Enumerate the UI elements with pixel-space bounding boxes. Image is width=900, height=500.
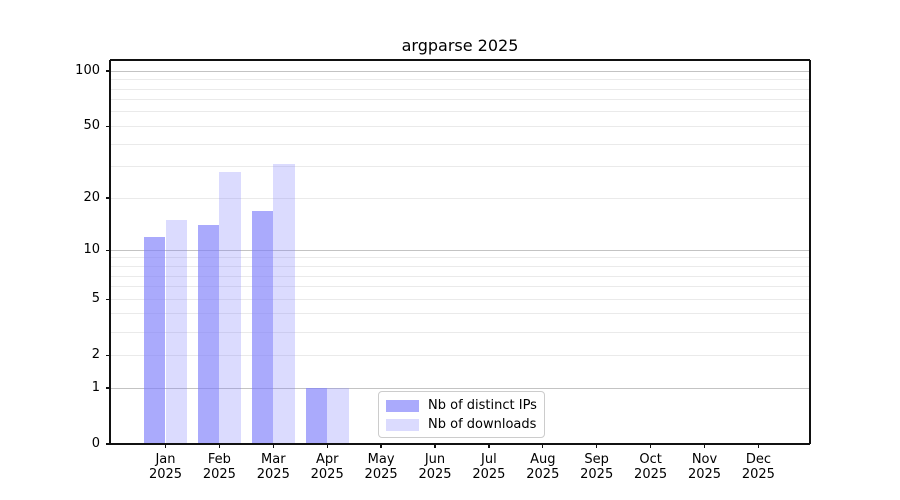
gridline-minor [110,257,810,259]
x-tick [218,444,221,448]
x-tick [703,444,706,448]
x-tick [434,444,436,448]
gridline-minor [110,99,810,101]
gridline-minor [110,286,810,288]
x-tick-label: Apr 2025 [310,452,344,482]
y-tick [106,298,110,300]
y-tick-label: 50 [83,118,100,134]
x-tick-label: Feb 2025 [202,452,236,482]
x-tick [326,444,328,448]
plot-area [110,60,810,444]
x-tick [542,444,544,448]
y-tick-label: 1 [91,380,100,395]
gridline-major [110,387,810,389]
y-tick [106,70,110,72]
axis-spine-left [109,60,111,444]
x-tick-label: Aug 2025 [526,452,560,482]
x-tick-label: May 2025 [364,452,398,482]
x-tick-label: Sep 2025 [580,452,614,482]
x-tick [596,444,598,448]
gridline-minor [110,143,810,145]
y-tick-label: 5 [91,291,100,307]
gridline-minor [110,197,810,199]
gridline-major [110,70,810,72]
legend-label-downloads: Nb of downloads [428,416,537,432]
bar-distinct-ips-jan [143,236,166,444]
gridline-minor [110,266,810,267]
x-tick-label: Jan 2025 [148,452,183,482]
legend-swatch-distinct-ips [386,399,419,412]
legend-swatch-downloads [386,418,419,431]
x-tick [649,444,652,448]
chart-title: argparse 2025 [401,36,519,55]
y-tick [106,354,110,356]
axis-spine-top [110,59,810,61]
y-tick-label: 0 [91,436,100,451]
bar-downloads-apr [327,388,349,444]
gridline-minor [110,313,810,315]
bar-downloads-mar [273,164,295,444]
gridline-minor [110,354,810,356]
bar-downloads-feb [219,171,241,444]
x-tick-label: Jun 2025 [418,452,452,482]
axis-spine-right [809,60,811,444]
gridline-minor [110,111,810,113]
x-tick [757,444,760,448]
bar-distinct-ips-apr [305,388,328,444]
gridline-minor [110,88,810,90]
x-tick [272,444,274,448]
y-tick [106,443,110,445]
x-tick [164,444,167,448]
x-tick-label: Mar 2025 [256,452,290,482]
x-tick-label: Jul 2025 [472,452,506,482]
y-tick-label: 2 [91,347,100,363]
y-tick-label: 10 [83,242,100,258]
bar-downloads-jan [165,220,188,444]
legend-entry-distinct-ips: Nb of distinct IPs [386,397,537,414]
gridline-minor [110,331,810,333]
gridline-minor [110,125,810,127]
legend-label-distinct-ips: Nb of distinct IPs [428,397,537,413]
gridline-major [110,249,810,251]
gridline-minor [110,79,810,81]
gridline-minor [110,298,810,300]
x-tick [380,444,382,448]
x-tick-label: Oct 2025 [634,452,668,482]
legend: Nb of distinct IPs Nb of downloads [378,391,545,438]
legend-entry-downloads: Nb of downloads [386,416,537,433]
bar-distinct-ips-feb [197,225,220,444]
y-tick [106,125,110,128]
axis-spine-bottom [110,443,810,445]
gridline-minor [110,166,810,168]
gridline-minor [110,275,810,277]
x-tick-label: Dec 2025 [741,452,775,482]
x-tick-label: Nov 2025 [687,452,722,482]
x-tick [488,444,490,448]
y-tick [106,249,110,251]
y-tick-label: 100 [75,63,100,79]
bar-distinct-ips-mar [251,210,274,444]
y-tick [106,387,110,389]
y-tick [106,197,110,199]
y-tick-label: 20 [83,190,100,206]
